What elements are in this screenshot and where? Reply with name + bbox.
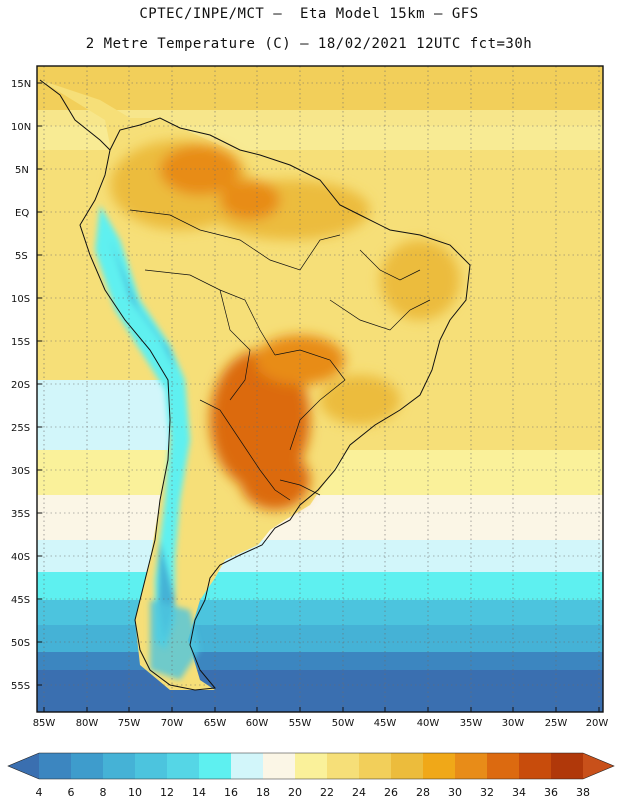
ocean-band-50s (37, 625, 603, 655)
colorbar-swatch (199, 753, 231, 779)
colorbar-label: 22 (320, 786, 334, 799)
lon-label: 20W (586, 718, 609, 729)
lat-label: 50S (11, 638, 30, 649)
colorbar (7, 752, 615, 780)
colorbar-label: 34 (512, 786, 526, 799)
colorbar-swatch (295, 753, 327, 779)
ocean-band-58s (37, 670, 603, 712)
colorbar-label: 14 (192, 786, 206, 799)
colorbar-label: 10 (128, 786, 142, 799)
map-frame (36, 65, 604, 713)
lon-label: 65W (204, 718, 227, 729)
lat-label: 35S (11, 509, 30, 520)
colorbar-label: 36 (544, 786, 558, 799)
colorbar-labels: 4 6 8 10 12 14 16 18 20 22 24 26 28 30 3… (36, 786, 591, 799)
colorbar-label: 4 (36, 786, 43, 799)
colorbar-swatch (487, 753, 519, 779)
colorbar-swatch (231, 753, 263, 779)
lat-label: 20S (11, 380, 30, 391)
lat-label: 5N (15, 165, 29, 176)
lon-label: 40W (417, 718, 440, 729)
map-title-line-2: 2 Metre Temperature (C) – 18/02/2021 12U… (85, 36, 533, 52)
colorbar-label: 18 (256, 786, 270, 799)
map-title-line-1: CPTEC/INPE/MCT – Eta Model 15km – GFS (139, 6, 479, 22)
colorbar-low-arrow (8, 753, 39, 779)
colorbar-high-arrow (583, 753, 614, 779)
colorbar-swatch (455, 753, 487, 779)
lat-label: 45S (11, 595, 30, 606)
country-borders (129, 209, 431, 501)
colorbar-label: 38 (576, 786, 590, 799)
colorbar-label: 24 (352, 786, 366, 799)
lon-label: 80W (76, 718, 99, 729)
lon-label: 45W (374, 718, 397, 729)
colorbar-label: 30 (448, 786, 462, 799)
longitude-labels: 85W 80W 75W 70W 65W 60W 55W 50W 45W 40W … (33, 718, 609, 729)
latitude-labels: 15N 10N 5N EQ 5S 10S 15S 20S 25S 30S 35S… (11, 79, 31, 692)
colorbar-label: 20 (288, 786, 302, 799)
lat-label: EQ (15, 208, 29, 219)
lon-label: 75W (118, 718, 141, 729)
andes-cool-strip (95, 205, 200, 680)
colorbar-label: 12 (160, 786, 174, 799)
axis-ticks (37, 82, 600, 712)
colorbar-swatch (327, 753, 359, 779)
lon-label: 60W (246, 718, 269, 729)
lat-label: 15N (11, 79, 31, 90)
colorbar-swatch (359, 753, 391, 779)
lat-label: 10S (11, 294, 30, 305)
lon-label: 55W (289, 718, 312, 729)
colorbar-label: 6 (68, 786, 75, 799)
coastlines (39, 79, 471, 691)
lat-label: 15S (11, 337, 30, 348)
lat-label: 10N (11, 122, 31, 133)
ocean-band-35s (37, 495, 603, 545)
colorbar-label: 28 (416, 786, 430, 799)
colorbar-swatch (391, 753, 423, 779)
warm-regions (110, 140, 460, 510)
colorbar-label: 8 (100, 786, 107, 799)
map-field (37, 66, 603, 712)
colorbar-label: 32 (480, 786, 494, 799)
lon-label: 35W (460, 718, 483, 729)
colorbar-swatch (71, 753, 103, 779)
colorbar-swatch (263, 753, 295, 779)
colorbar-swatch (519, 753, 551, 779)
colorbar-label: 26 (384, 786, 398, 799)
lon-label: 85W (33, 718, 56, 729)
lat-label: 25S (11, 423, 30, 434)
colorbar-outline (7, 752, 615, 780)
lat-label: 30S (11, 466, 30, 477)
colorbar-swatch (551, 753, 583, 779)
lat-label: 55S (11, 681, 30, 692)
lon-label: 30W (502, 718, 525, 729)
lat-label: 5S (15, 251, 28, 262)
colorbar-swatch (167, 753, 199, 779)
colorbar-label: 16 (224, 786, 238, 799)
lon-label: 70W (161, 718, 184, 729)
colorbar-swatch (423, 753, 455, 779)
lon-label: 25W (545, 718, 568, 729)
colorbar-swatch (103, 753, 135, 779)
lat-label: 40S (11, 552, 30, 563)
colorbar-swatch (39, 753, 71, 779)
lon-label: 50W (332, 718, 355, 729)
colorbar-swatch (135, 753, 167, 779)
